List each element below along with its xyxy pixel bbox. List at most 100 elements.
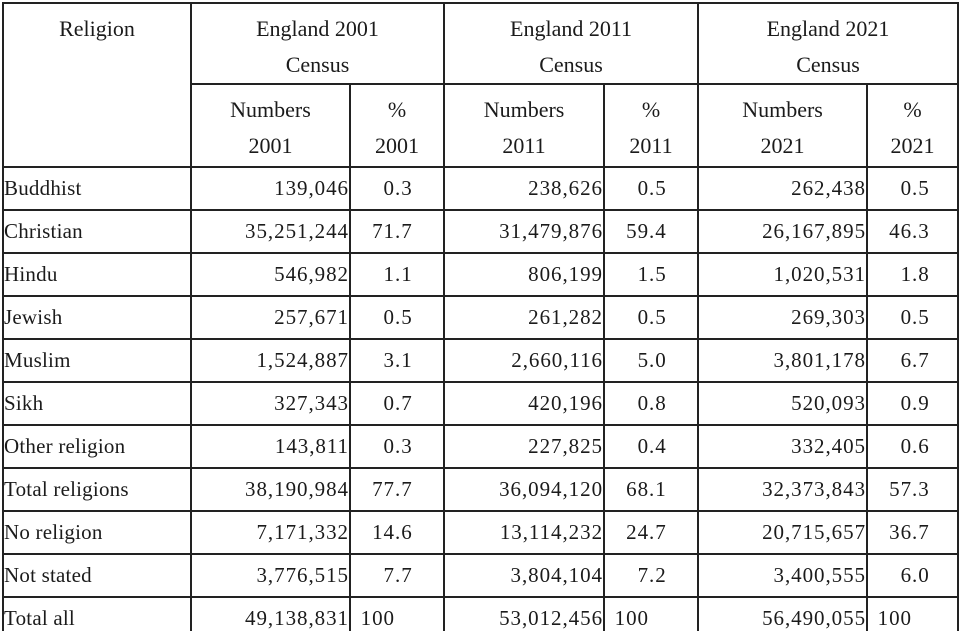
pct-2001-cell: 0.3 xyxy=(348,166,446,212)
pct-fraction-part: .5 xyxy=(649,305,667,330)
numbers-2021-cell: 32,373,843 xyxy=(697,467,869,513)
pct-fraction-part: .7 xyxy=(395,219,413,244)
pct-2021-cell: 6.0 xyxy=(866,553,959,599)
numbers-2011-cell: 806,199 xyxy=(443,252,606,298)
pct-integer-part: 36 xyxy=(889,520,913,545)
col-group-england-2021-census: England 2021 Census xyxy=(697,1,959,86)
pct-fraction-part: .7 xyxy=(649,520,667,545)
numbers-2021-cell: 1,020,531 xyxy=(697,252,869,298)
pct-2021-cell: 0.6 xyxy=(866,424,959,470)
pct-integer-part: 3 xyxy=(383,348,395,373)
pct-integer-part: 5 xyxy=(637,348,650,373)
col-header-pct-2011: % 2011 xyxy=(603,83,700,169)
pct-fraction-part: .5 xyxy=(649,176,667,201)
pct-2011-cell: 24.7 xyxy=(603,510,700,556)
pct-2001-cell: 77.7 xyxy=(348,467,446,513)
pct-2001-cell: 14.6 xyxy=(348,510,446,556)
pct-2021-cell: 0.9 xyxy=(866,381,959,427)
religion-cell: Total religions xyxy=(2,467,192,513)
numbers-2021-cell: 20,715,657 xyxy=(697,510,869,556)
pct-integer-part: 100 xyxy=(360,606,395,631)
col-header-pct-2001: % 2001 xyxy=(348,83,446,169)
pct-fraction-part: .7 xyxy=(912,348,930,373)
numbers-2021-cell: 3,400,555 xyxy=(697,553,869,599)
pct-2021-cell: 0.5 xyxy=(866,295,959,341)
col-group-england-2011-census: England 2011 Census xyxy=(443,1,700,86)
pct-fraction-part: .5 xyxy=(395,305,413,330)
numbers-2001-cell: 257,671 xyxy=(190,295,351,341)
row-total-all: Total all 49,138,831 100 53,012,456 100 … xyxy=(2,596,959,631)
pct-2011-cell: 0.5 xyxy=(603,166,700,212)
numbers-2001-cell: 35,251,244 xyxy=(190,209,351,255)
pct-integer-part: 0 xyxy=(637,305,650,330)
pct-integer-part: 7 xyxy=(637,563,650,588)
pct-2011-cell: 7.2 xyxy=(603,553,700,599)
pct-2011-cell: 0.5 xyxy=(603,295,700,341)
numbers-2011-cell: 36,094,120 xyxy=(443,467,606,513)
pct-2021-cell: 0.5 xyxy=(866,166,959,212)
pct-2011-cell: 68.1 xyxy=(603,467,700,513)
religion-cell: Not stated xyxy=(2,553,192,599)
pct-2001-cell: 0.7 xyxy=(348,381,446,427)
numbers-2021-cell: 262,438 xyxy=(697,166,869,212)
numbers-2001-cell: 143,811 xyxy=(190,424,351,470)
pct-integer-part: 0 xyxy=(900,305,913,330)
pct-integer-part: 0 xyxy=(383,434,395,459)
numbers-2021-cell: 269,303 xyxy=(697,295,869,341)
row-no-religion: No religion 7,171,332 14.6 13,114,232 24… xyxy=(2,510,959,556)
pct-integer-part: 0 xyxy=(383,176,395,201)
pct-integer-part: 0 xyxy=(637,391,650,416)
pct-integer-part: 0 xyxy=(900,391,913,416)
numbers-2011-cell: 31,479,876 xyxy=(443,209,606,255)
pct-fraction-part: .5 xyxy=(912,305,930,330)
numbers-2021-cell: 56,490,055 xyxy=(697,596,869,631)
pct-2001-cell: 7.7 xyxy=(348,553,446,599)
row-total-religions: Total religions 38,190,984 77.7 36,094,1… xyxy=(2,467,959,513)
pct-fraction-part: .7 xyxy=(395,477,413,502)
pct-2011-cell: 1.5 xyxy=(603,252,700,298)
pct-2021-cell: 1.8 xyxy=(866,252,959,298)
pct-2011-cell: 0.4 xyxy=(603,424,700,470)
numbers-2001-cell: 7,171,332 xyxy=(190,510,351,556)
row-muslim: Muslim 1,524,887 3.1 2,660,116 5.0 3,801… xyxy=(2,338,959,384)
religion-cell: Buddhist xyxy=(2,166,192,212)
pct-2001-cell: 100 xyxy=(348,596,446,631)
pct-2001-cell: 71.7 xyxy=(348,209,446,255)
numbers-2021-cell: 3,801,178 xyxy=(697,338,869,384)
row-not-stated: Not stated 3,776,515 7.7 3,804,104 7.2 3… xyxy=(2,553,959,599)
pct-integer-part: 71 xyxy=(372,219,395,244)
religion-cell: Sikh xyxy=(2,381,192,427)
pct-fraction-part: .5 xyxy=(912,176,930,201)
pct-integer-part: 100 xyxy=(614,606,650,631)
numbers-2001-cell: 38,190,984 xyxy=(190,467,351,513)
numbers-2011-cell: 53,012,456 xyxy=(443,596,606,631)
numbers-2011-cell: 13,114,232 xyxy=(443,510,606,556)
pct-integer-part: 100 xyxy=(877,606,913,631)
pct-fraction-part: .7 xyxy=(912,520,930,545)
pct-integer-part: 6 xyxy=(900,348,913,373)
pct-integer-part: 46 xyxy=(889,219,913,244)
numbers-2021-cell: 332,405 xyxy=(697,424,869,470)
table-body: Buddhist 139,046 0.3 238,626 0.5 262,438… xyxy=(2,166,959,631)
pct-integer-part: 0 xyxy=(900,434,913,459)
religion-cell: No religion xyxy=(2,510,192,556)
pct-2021-cell: 57.3 xyxy=(866,467,959,513)
numbers-2011-cell: 238,626 xyxy=(443,166,606,212)
pct-fraction-part: .0 xyxy=(649,348,667,373)
pct-integer-part: 14 xyxy=(372,520,395,545)
numbers-2011-cell: 261,282 xyxy=(443,295,606,341)
pct-integer-part: 0 xyxy=(900,176,913,201)
pct-integer-part: 24 xyxy=(626,520,650,545)
pct-fraction-part: .3 xyxy=(395,176,413,201)
pct-integer-part: 59 xyxy=(626,219,650,244)
pct-2001-cell: 3.1 xyxy=(348,338,446,384)
row-hindu: Hindu 546,982 1.1 806,199 1.5 1,020,531 … xyxy=(2,252,959,298)
pct-fraction-part: .3 xyxy=(912,477,930,502)
numbers-2011-cell: 420,196 xyxy=(443,381,606,427)
pct-fraction-part: .1 xyxy=(395,348,413,373)
pct-2011-cell: 0.8 xyxy=(603,381,700,427)
pct-fraction-part: .6 xyxy=(912,434,930,459)
pct-2021-cell: 100 xyxy=(866,596,959,631)
religion-cell: Jewish xyxy=(2,295,192,341)
